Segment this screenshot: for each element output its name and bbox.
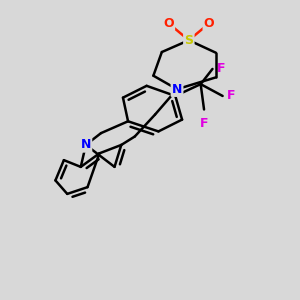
Text: S: S — [184, 34, 193, 47]
Text: F: F — [200, 117, 208, 130]
Text: F: F — [227, 89, 235, 103]
Text: O: O — [163, 17, 174, 30]
Text: F: F — [217, 62, 225, 75]
Text: O: O — [204, 17, 214, 30]
Text: N: N — [172, 83, 182, 96]
Text: N: N — [81, 138, 91, 152]
